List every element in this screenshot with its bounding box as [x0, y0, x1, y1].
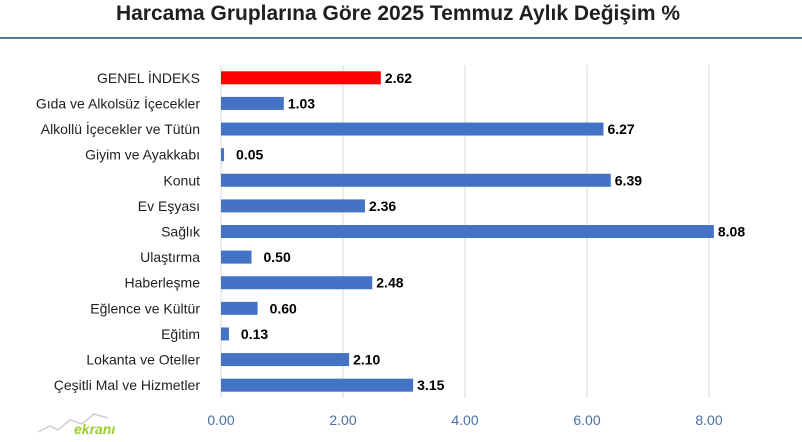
- x-axis-ticks: 0.00 2.00 4.00 6.00 8.00: [207, 412, 722, 428]
- bar: [221, 378, 414, 392]
- data-label: 1.03: [288, 95, 315, 111]
- category-label: Ulaştırma: [140, 249, 200, 265]
- data-label: 2.36: [369, 198, 396, 214]
- category-label: Ev Eşyası: [138, 198, 200, 214]
- category-label: Konut: [163, 172, 200, 188]
- logo-line-icon: [37, 413, 109, 433]
- bars: [221, 71, 714, 392]
- bar: [221, 353, 350, 367]
- category-label: Sağlık: [161, 224, 201, 240]
- x-tick-label: 4.00: [451, 412, 478, 428]
- category-label: Lokanta ve Oteller: [86, 352, 200, 368]
- category-labels: GENEL İNDEKS Gıda ve Alkolsüz İçecekler Al…: [36, 69, 201, 393]
- x-tick-label: 0.00: [207, 412, 234, 428]
- data-label: 0.13: [241, 326, 268, 342]
- bar: [221, 327, 229, 341]
- data-label: 8.08: [718, 224, 745, 240]
- bar: [221, 71, 381, 85]
- data-label: 0.05: [236, 147, 263, 163]
- category-label: Giyim ve Ayakkabı: [85, 147, 200, 163]
- watermark-text: ekranı: [74, 421, 115, 437]
- data-label: 6.39: [615, 172, 642, 188]
- chart-title: Harcama Gruplarına Göre 2025 Temmuz Aylı…: [116, 2, 680, 25]
- category-label: Eğlence ve Kültür: [90, 300, 200, 316]
- category-label: Çeşitli Mal ve Hizmetler: [54, 377, 201, 393]
- bar: [221, 173, 611, 187]
- bar: [221, 301, 258, 315]
- bar: [221, 96, 284, 110]
- logo: ekranı: [37, 413, 115, 437]
- bar: [221, 225, 714, 238]
- bar: [221, 199, 365, 213]
- x-tick-label: 8.00: [695, 412, 722, 428]
- bar: [221, 276, 373, 290]
- bar: [221, 148, 225, 162]
- bar: [221, 250, 252, 264]
- data-label: 2.62: [385, 70, 412, 86]
- data-label: 6.27: [607, 121, 634, 137]
- bar: [221, 122, 604, 136]
- x-tick-label: 2.00: [329, 412, 356, 428]
- category-label: Haberleşme: [125, 275, 201, 291]
- data-label: 3.15: [417, 377, 444, 393]
- data-label: 0.50: [264, 249, 291, 265]
- data-label: 2.48: [376, 275, 403, 291]
- x-tick-label: 6.00: [573, 412, 600, 428]
- data-label: 2.10: [353, 352, 380, 368]
- category-label: Gıda ve Alkolsüz İçecekler: [36, 94, 201, 111]
- category-label: Eğitim: [161, 326, 200, 342]
- category-label: GENEL İNDEKS: [97, 69, 200, 86]
- data-label: 0.60: [270, 300, 297, 316]
- data-labels: 2.62 1.03 6.27 0.05 6.39 2.36 8.08 0.50 2.48 0.60…: [236, 70, 745, 393]
- category-label: Alkollü İçecekler ve Tütün: [41, 120, 200, 137]
